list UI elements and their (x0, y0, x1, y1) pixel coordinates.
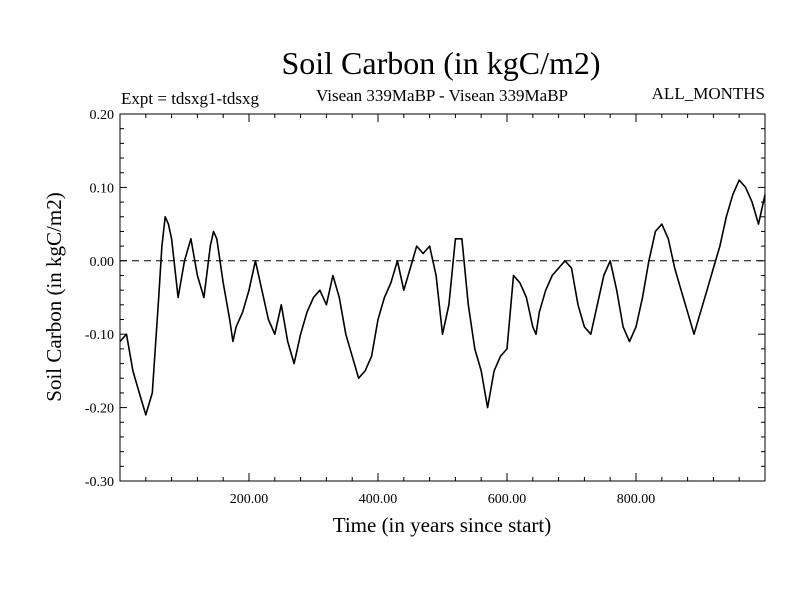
plot-frame (119, 113, 766, 482)
y-tick-label: -0.10 (85, 328, 114, 343)
plot-area: -0.30 -0.20 -0.10 0.00 0.10 0.20 200.00 400.00 6… (85, 108, 766, 507)
months-label: ALL_MONTHS (652, 84, 765, 103)
x-tick-label: 400.00 (359, 492, 398, 507)
y-axis-label: Soil Carbon (in kgC/m2) (42, 192, 66, 401)
y-tick-label: 0.10 (90, 181, 115, 196)
period-label: Visean 339MaBP - Visean 339MaBP (316, 86, 568, 105)
experiment-label: Expt = tdsxg1-tdsxg (121, 89, 260, 108)
y-tick-label: 0.00 (90, 255, 115, 270)
x-tick-label: 600.00 (488, 492, 527, 507)
y-tick-label: -0.20 (85, 402, 114, 417)
y-tick-label: -0.30 (85, 475, 114, 490)
x-tick-label: 800.00 (617, 492, 656, 507)
chart-title: Soil Carbon (in kgC/m2) (281, 45, 600, 81)
x-axis-label: Time (in years since start) (333, 513, 552, 537)
x-tick-label: 200.00 (230, 492, 269, 507)
y-tick-label: 0.20 (90, 108, 115, 123)
soil-carbon-series-line (119, 179, 766, 416)
